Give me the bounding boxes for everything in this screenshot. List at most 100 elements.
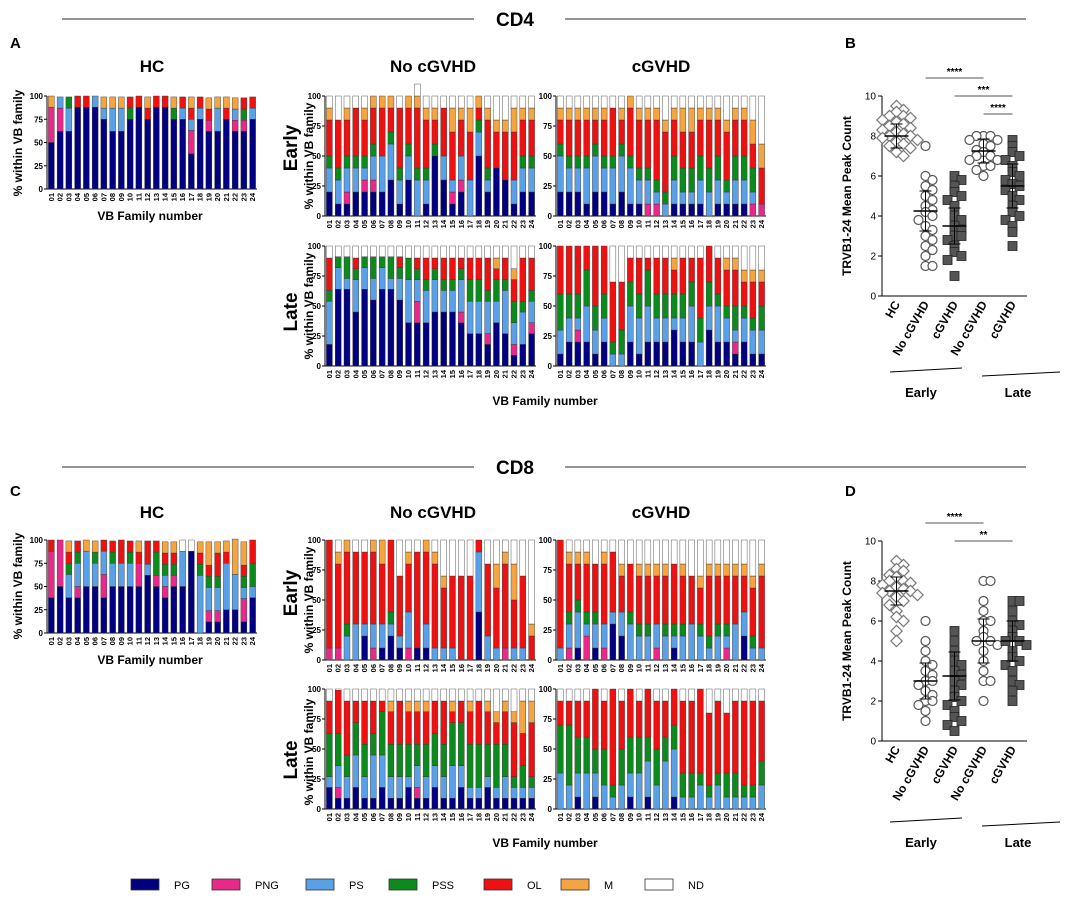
data-point-circle	[920, 140, 931, 152]
bar-segment-ps	[343, 278, 351, 290]
bar-segment-nd	[510, 688, 518, 712]
bar-segment-nd	[458, 539, 465, 577]
y-tick-label: 0	[548, 362, 553, 371]
bar-segment-pss	[510, 301, 518, 324]
bar-segment-ps	[592, 772, 599, 798]
bar-segment-ps	[361, 776, 368, 799]
x-tick-label: 10	[126, 193, 135, 201]
bar-segment-pg	[91, 586, 99, 634]
bar-segment-m	[223, 540, 230, 553]
bar-segment-nd	[557, 95, 564, 109]
bar-segment-pg	[510, 203, 518, 217]
bar-segment-ol	[618, 281, 625, 331]
bar-segment-ps	[449, 647, 456, 661]
x-tick-label: 22	[740, 220, 749, 228]
bar-segment-png	[458, 179, 465, 193]
x-tick-label: 20	[213, 193, 222, 201]
y-tick-label: 25	[312, 182, 321, 191]
data-point-square	[1014, 151, 1025, 161]
bar-segment-pss	[592, 611, 599, 625]
bar-segment-ps	[653, 191, 660, 205]
bar-segment-ol	[758, 167, 765, 205]
y-tick-label: 0	[317, 212, 322, 221]
bar-segment-m	[343, 539, 351, 553]
y-tick-label: 50	[543, 596, 552, 605]
bar-segment-m	[405, 95, 412, 109]
bar-segment-ol	[449, 575, 456, 649]
y-tick-label: 75	[543, 715, 552, 724]
x-tick-label: 20	[722, 813, 731, 821]
bar-segment-ps	[609, 796, 617, 810]
bar-segment-ol	[510, 279, 518, 302]
bar-segment-ol	[144, 107, 151, 120]
x-tick-label: 06	[369, 220, 378, 228]
bar-segment-pg	[48, 597, 55, 634]
bar-segment-nd	[732, 95, 739, 109]
bar-segment-ps	[56, 96, 64, 109]
bar-segment-nd	[670, 245, 678, 259]
bar-segment-m	[519, 700, 527, 734]
bar-segment-nd	[565, 95, 573, 109]
bar-segment-m	[422, 107, 430, 121]
bar-segment-ol	[179, 96, 186, 109]
bar-segment-ol	[565, 119, 573, 157]
x-tick-label: 06	[600, 813, 609, 821]
bar-segment-ps	[74, 563, 81, 587]
legend-label-pss: PSS	[432, 880, 454, 892]
x-tick-label: 16	[457, 664, 466, 672]
bar-segment-m	[697, 575, 704, 589]
bar-segment-m	[732, 257, 739, 271]
bar-segment-pss	[697, 623, 704, 637]
bar-segment-ps	[126, 563, 134, 587]
bar-segment-pg	[188, 550, 195, 634]
bar-segment-pss	[510, 776, 518, 788]
bar-segment-ol	[466, 257, 474, 280]
bar-segment-pss	[662, 736, 669, 762]
x-tick-label: 22	[510, 220, 519, 228]
data-point-square	[1007, 606, 1018, 616]
bar-segment-pg	[361, 289, 368, 367]
x-tick-label: 11	[413, 370, 422, 378]
bar-segment-m	[574, 107, 582, 121]
bar-segment-nd	[679, 245, 687, 259]
data-point-circle	[927, 224, 938, 236]
bar-segment-ol	[370, 107, 377, 145]
x-tick-label: 23	[518, 664, 527, 672]
bar-segment-pss	[679, 772, 687, 798]
bar-segment-png	[56, 107, 64, 132]
x-tick-label: 15	[678, 813, 687, 821]
bar-segment-ol	[758, 281, 765, 307]
data-point-square	[1000, 215, 1011, 225]
bar-segment-png	[653, 647, 660, 661]
bar-segment-nd	[361, 539, 368, 553]
bar-segment-ps	[723, 796, 730, 810]
bar-segment-png	[458, 311, 465, 324]
bar-segment-ps	[440, 776, 447, 799]
bar-segment-ps	[670, 317, 678, 331]
bar-segment-ps	[100, 550, 108, 575]
bar-segment-pss	[343, 256, 351, 279]
x-tick-label: 17	[466, 813, 475, 821]
bar-segment-ps	[240, 587, 248, 599]
bar-segment-ol	[135, 95, 143, 108]
bar-segment-nd	[352, 688, 359, 702]
bar-segment-ol	[670, 269, 678, 295]
bar-segment-pss	[493, 279, 500, 302]
bar-segment-nd	[484, 245, 491, 259]
y-axis-title: % within VB family	[302, 698, 316, 805]
x-axis-title: VB Family number	[97, 209, 203, 223]
bar-segment-pg	[609, 203, 617, 217]
bar-segment-ol	[440, 257, 447, 280]
bar-segment-nd	[519, 95, 527, 109]
data-point-circle	[927, 695, 938, 707]
bar-segment-pss	[679, 623, 687, 637]
bar-segment-ps	[422, 776, 430, 799]
x-tick-label: 09	[626, 813, 635, 821]
y-tick-label: 75	[312, 715, 321, 724]
bar-segment-ps	[387, 143, 395, 181]
bar-segment-ol	[484, 119, 491, 169]
row-label-late-cd4: Late	[281, 292, 302, 331]
bar-segment-m	[740, 563, 748, 577]
